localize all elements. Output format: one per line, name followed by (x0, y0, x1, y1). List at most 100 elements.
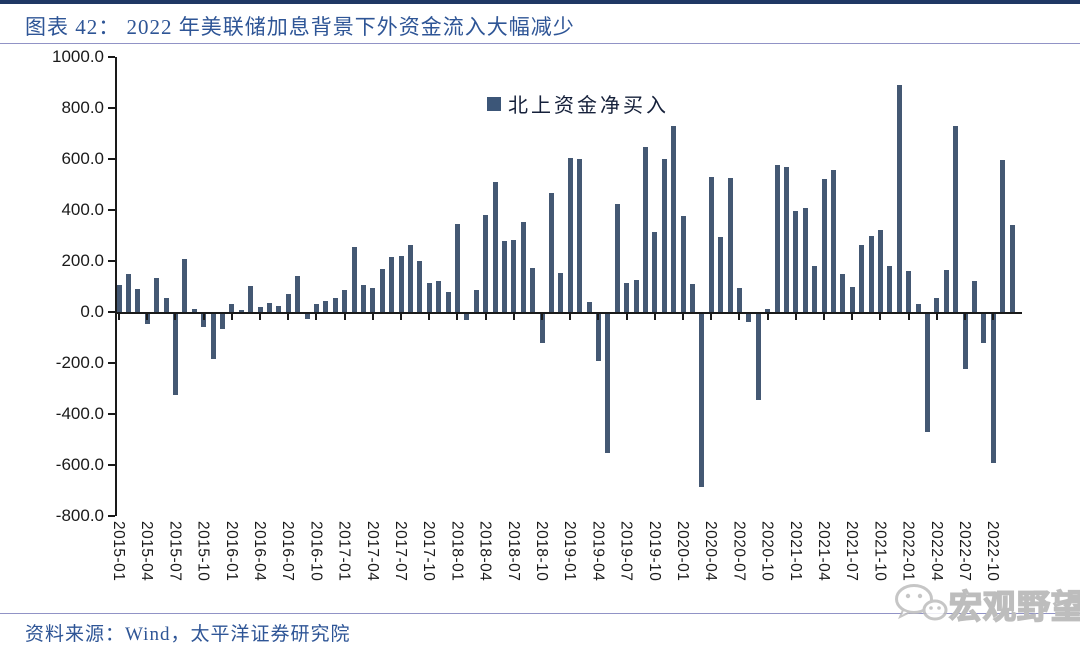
bar-2015-05 (154, 277, 160, 312)
y-axis-tick (108, 311, 115, 313)
bar-2017-11 (436, 281, 442, 312)
bar-2016-01 (229, 304, 235, 312)
bar-2022-12 (1009, 225, 1015, 312)
x-axis-tick (823, 314, 825, 320)
bar-2021-04 (821, 179, 827, 312)
x-axis-tick-label: 2016-10 (307, 521, 325, 582)
bar-2015-09 (191, 309, 197, 312)
y-axis-line (115, 57, 117, 516)
bar-2017-10 (426, 283, 432, 312)
y-axis-tick (108, 413, 115, 415)
x-axis-tick (484, 314, 487, 320)
x-axis-tick (794, 314, 797, 320)
y-axis-tick (108, 107, 115, 109)
x-axis-tick (428, 314, 431, 320)
bar-2016-02 (238, 309, 244, 312)
bar-2020-11 (774, 164, 780, 312)
bar-2019-12 (671, 125, 677, 312)
y-axis-tick-label: 0.0 (80, 302, 104, 321)
bar-2021-07 (849, 286, 855, 312)
x-axis-tick (907, 314, 910, 320)
source-attribution: 资料来源：Wind，太平洋证券研究院 (25, 624, 351, 645)
bar-2017-01 (342, 290, 348, 312)
x-axis-tick-label: 2016-04 (251, 521, 268, 582)
bar-2016-05 (266, 302, 272, 312)
bar-2017-12 (445, 292, 451, 312)
bar-2021-06 (840, 274, 846, 312)
bar-2022-09 (981, 314, 987, 344)
bar-2015-08 (182, 258, 188, 312)
x-axis-tick-label: 2017-04 (363, 521, 381, 582)
y-axis-tick-label: -200.0 (55, 353, 104, 372)
y-axis-tick (108, 464, 115, 466)
x-axis-tick-label: 2015-01 (110, 521, 127, 582)
bar-2022-10 (990, 314, 996, 463)
x-axis-tick-label: 2021-04 (815, 521, 832, 582)
bar-2016-03 (248, 285, 254, 312)
bar-2022-01 (906, 271, 912, 312)
footer-divider (0, 613, 1080, 614)
top-divider (0, 0, 1080, 4)
bar-2016-11 (323, 301, 329, 312)
x-axis-tick-label: 2021-01 (786, 521, 804, 582)
bar-2019-09 (642, 147, 648, 312)
bar-2018-10 (539, 314, 545, 344)
bar-2021-03 (812, 266, 818, 312)
bar-2018-05 (492, 182, 498, 312)
bar-2015-07 (172, 314, 178, 396)
x-axis-tick-label: 2022-07 (956, 521, 973, 582)
x-axis-tick (879, 314, 882, 320)
bar-2021-10 (877, 229, 883, 312)
x-axis-tick-label: 2015-04 (138, 521, 156, 582)
chart-title: 图表 42： 2022 年美联储加息背景下外资金流入大幅减少 (25, 15, 575, 39)
bar-2021-09 (868, 236, 874, 312)
bar-2018-12 (558, 272, 564, 312)
bar-2020-02 (689, 283, 695, 312)
bar-2020-06 (727, 178, 733, 312)
bar-2022-07 (962, 314, 968, 370)
bar-2017-08 (407, 244, 413, 312)
x-axis-tick (146, 314, 149, 320)
x-axis-tick-label: 2019-10 (645, 521, 663, 582)
x-axis-tick (597, 314, 600, 320)
bar-2020-04 (708, 177, 714, 312)
bar-2015-06 (163, 297, 169, 312)
bar-2022-04 (934, 297, 940, 312)
plot-area (108, 56, 1022, 517)
bar-2015-11 (210, 314, 216, 359)
bar-2016-06 (276, 305, 282, 312)
bar-2020-03 (699, 314, 705, 488)
x-axis-tick (851, 314, 854, 320)
y-axis-tick (108, 515, 115, 517)
x-axis-tick (766, 314, 769, 320)
bar-2019-06 (614, 203, 620, 312)
x-axis-tick-label: 2022-10 (984, 521, 1002, 582)
bar-2021-08 (859, 245, 865, 312)
x-axis-tick (569, 314, 572, 320)
bar-2017-07 (398, 256, 404, 312)
bar-2016-09 (304, 314, 310, 319)
bar-2015-01 (116, 285, 122, 312)
bar-2019-05 (605, 314, 611, 454)
bar-2022-03 (924, 314, 930, 433)
bar-2022-08 (971, 281, 977, 312)
wechat-bubbles-icon (895, 584, 948, 621)
x-axis-tick (287, 314, 290, 320)
bar-2020-07 (736, 287, 742, 312)
legend: 北上资金净买入 (487, 89, 669, 118)
y-axis-tick-label: -600.0 (55, 455, 104, 474)
bar-2018-08 (520, 222, 526, 312)
bar-2022-02 (915, 303, 921, 312)
bar-2018-07 (511, 239, 517, 312)
bar-2018-01 (454, 223, 460, 312)
x-axis-tick (315, 314, 318, 320)
x-axis-tick (174, 314, 177, 320)
bar-2015-03 (135, 289, 141, 312)
x-axis-tick (682, 314, 684, 320)
x-axis-tick-label: 2022-04 (927, 521, 945, 582)
y-axis-tick (108, 260, 115, 262)
x-axis-tick (456, 314, 459, 320)
x-axis-tick (964, 314, 966, 320)
bar-2016-07 (285, 293, 291, 312)
